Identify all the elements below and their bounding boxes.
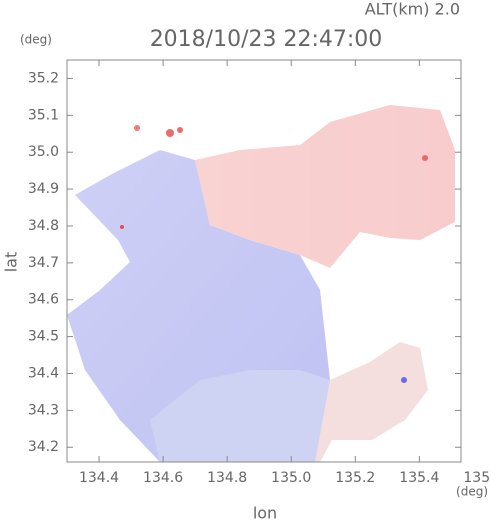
chart-title: 2018/10/23 22:47:00 [150,27,383,52]
y-tick-label: 34.9 [28,181,59,197]
x-tick-label: 134.6 [143,470,183,486]
y-tick-label: 34.4 [28,365,59,381]
y-tick-label: 34.8 [28,218,59,234]
x-unit: (deg) [456,485,488,499]
y-tick-label: 35.0 [28,144,59,160]
y-tick-label: 34.7 [28,255,59,271]
y-tick-label: 34.3 [28,402,59,418]
y-tick-label: 35.2 [28,70,59,86]
x-tick-label: 135.2 [335,470,375,486]
radar-field [67,105,455,462]
y-tick-label: 34.6 [28,292,59,308]
altitude: ALT(km) 2.0 [365,0,460,19]
x-tick-label: 135.6 [463,470,491,486]
y-tick-label: 34.2 [28,439,59,455]
x-label: lon [253,504,277,522]
y-tick-label: 35.1 [28,107,59,123]
y-label: lat [2,252,21,273]
x-tick-label: 135.4 [399,470,439,486]
y-unit: (deg) [20,33,52,47]
y-tick-label: 34.5 [28,329,59,345]
x-tick-label: 135.0 [271,470,311,486]
plot-frame [66,59,462,463]
x-tick-label: 134.8 [207,470,247,486]
x-tick-label: 134.4 [79,470,119,486]
